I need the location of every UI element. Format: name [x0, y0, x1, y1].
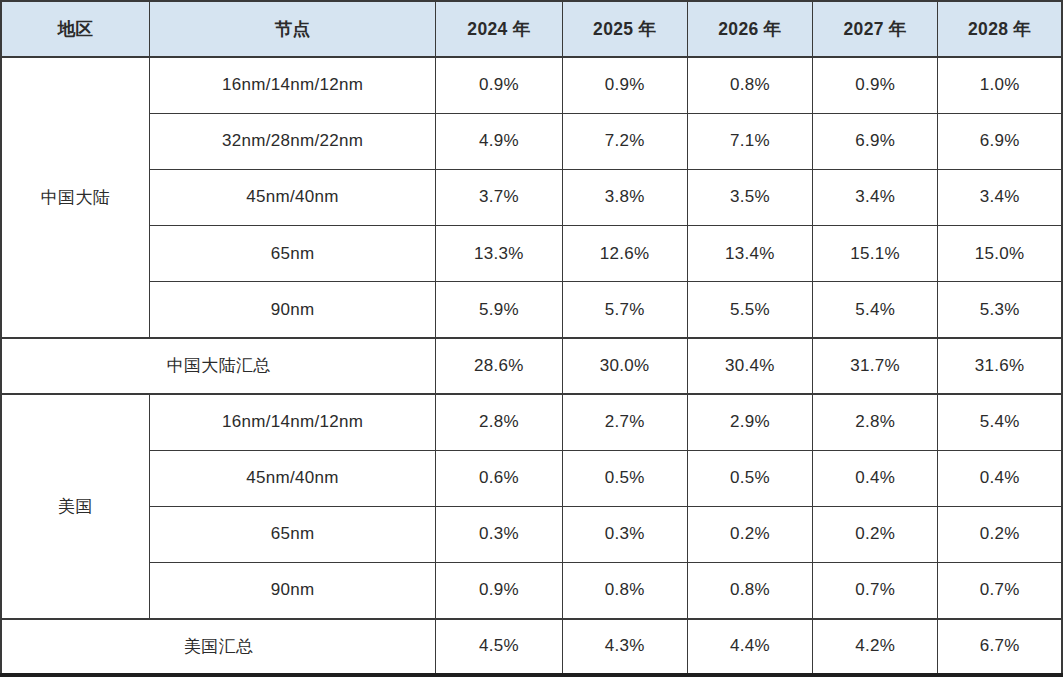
- total-value-cell: 4.3%: [562, 619, 687, 675]
- value-cell: 7.1%: [687, 113, 812, 169]
- node-cell: 16nm/14nm/12nm: [149, 394, 436, 450]
- value-cell: 0.9%: [436, 57, 562, 113]
- value-cell: 12.6%: [562, 226, 687, 282]
- value-cell: 0.5%: [687, 450, 812, 506]
- value-cell: 5.5%: [687, 282, 812, 338]
- node-cell: 45nm/40nm: [149, 450, 436, 506]
- value-cell: 0.7%: [938, 563, 1062, 619]
- total-value-cell: 4.5%: [436, 619, 562, 675]
- value-cell: 3.8%: [562, 169, 687, 225]
- total-value-cell: 4.2%: [813, 619, 938, 675]
- table-header: 地区 节点 2024 年 2025 年 2026 年 2027 年 2028 年: [1, 1, 1062, 57]
- value-cell: 4.9%: [436, 113, 562, 169]
- total-value-cell: 30.4%: [687, 338, 812, 394]
- total-value-cell: 30.0%: [562, 338, 687, 394]
- value-cell: 5.4%: [938, 394, 1062, 450]
- total-row-china-mainland: 中国大陆汇总 28.6% 30.0% 30.4% 31.7% 31.6%: [1, 338, 1062, 394]
- node-cell: 65nm: [149, 506, 436, 562]
- total-value-cell: 31.6%: [938, 338, 1062, 394]
- table-row: 65nm 0.3% 0.3% 0.2% 0.2% 0.2%: [1, 506, 1062, 562]
- table-body: 中国大陆 16nm/14nm/12nm 0.9% 0.9% 0.8% 0.9% …: [1, 57, 1062, 675]
- value-cell: 15.1%: [813, 226, 938, 282]
- table-row: 90nm 0.9% 0.8% 0.8% 0.7% 0.7%: [1, 563, 1062, 619]
- value-cell: 0.4%: [938, 450, 1062, 506]
- total-label-cell: 中国大陆汇总: [1, 338, 436, 394]
- value-cell: 0.3%: [436, 506, 562, 562]
- value-cell: 7.2%: [562, 113, 687, 169]
- node-cell: 32nm/28nm/22nm: [149, 113, 436, 169]
- value-cell: 0.8%: [562, 563, 687, 619]
- col-header-year-2025: 2025 年: [562, 1, 687, 57]
- col-header-node: 节点: [149, 1, 436, 57]
- value-cell: 2.7%: [562, 394, 687, 450]
- value-cell: 0.2%: [813, 506, 938, 562]
- node-cell: 45nm/40nm: [149, 169, 436, 225]
- value-cell: 0.8%: [687, 563, 812, 619]
- table-row: 中国大陆 16nm/14nm/12nm 0.9% 0.9% 0.8% 0.9% …: [1, 57, 1062, 113]
- col-header-region: 地区: [1, 1, 149, 57]
- region-cell-china-mainland: 中国大陆: [1, 57, 149, 338]
- total-label-cell: 美国汇总: [1, 619, 436, 675]
- node-cell: 65nm: [149, 226, 436, 282]
- value-cell: 0.2%: [938, 506, 1062, 562]
- col-header-year-2028: 2028 年: [938, 1, 1062, 57]
- table-row: 45nm/40nm 3.7% 3.8% 3.5% 3.4% 3.4%: [1, 169, 1062, 225]
- col-header-year-2024: 2024 年: [436, 1, 562, 57]
- value-cell: 6.9%: [813, 113, 938, 169]
- value-cell: 0.8%: [687, 57, 812, 113]
- table-row: 美国 16nm/14nm/12nm 2.8% 2.7% 2.9% 2.8% 5.…: [1, 394, 1062, 450]
- total-row-usa: 美国汇总 4.5% 4.3% 4.4% 4.2% 6.7%: [1, 619, 1062, 675]
- table-row: 65nm 13.3% 12.6% 13.4% 15.1% 15.0%: [1, 226, 1062, 282]
- node-market-share-table: 地区 节点 2024 年 2025 年 2026 年 2027 年 2028 年…: [0, 0, 1063, 677]
- table-row: 90nm 5.9% 5.7% 5.5% 5.4% 5.3%: [1, 282, 1062, 338]
- total-value-cell: 28.6%: [436, 338, 562, 394]
- col-header-year-2026: 2026 年: [687, 1, 812, 57]
- value-cell: 3.4%: [813, 169, 938, 225]
- col-header-year-2027: 2027 年: [813, 1, 938, 57]
- table-row: 32nm/28nm/22nm 4.9% 7.2% 7.1% 6.9% 6.9%: [1, 113, 1062, 169]
- value-cell: 2.8%: [436, 394, 562, 450]
- node-cell: 90nm: [149, 563, 436, 619]
- value-cell: 5.9%: [436, 282, 562, 338]
- value-cell: 13.3%: [436, 226, 562, 282]
- header-row: 地区 节点 2024 年 2025 年 2026 年 2027 年 2028 年: [1, 1, 1062, 57]
- value-cell: 13.4%: [687, 226, 812, 282]
- node-cell: 90nm: [149, 282, 436, 338]
- node-cell: 16nm/14nm/12nm: [149, 57, 436, 113]
- value-cell: 0.6%: [436, 450, 562, 506]
- region-cell-usa: 美国: [1, 394, 149, 619]
- value-cell: 0.7%: [813, 563, 938, 619]
- value-cell: 3.7%: [436, 169, 562, 225]
- value-cell: 0.5%: [562, 450, 687, 506]
- value-cell: 2.9%: [687, 394, 812, 450]
- total-value-cell: 6.7%: [938, 619, 1062, 675]
- value-cell: 15.0%: [938, 226, 1062, 282]
- value-cell: 3.5%: [687, 169, 812, 225]
- value-cell: 5.4%: [813, 282, 938, 338]
- value-cell: 5.3%: [938, 282, 1062, 338]
- total-value-cell: 31.7%: [813, 338, 938, 394]
- value-cell: 0.2%: [687, 506, 812, 562]
- total-value-cell: 4.4%: [687, 619, 812, 675]
- value-cell: 0.4%: [813, 450, 938, 506]
- value-cell: 5.7%: [562, 282, 687, 338]
- value-cell: 3.4%: [938, 169, 1062, 225]
- value-cell: 2.8%: [813, 394, 938, 450]
- table-row: 45nm/40nm 0.6% 0.5% 0.5% 0.4% 0.4%: [1, 450, 1062, 506]
- value-cell: 0.3%: [562, 506, 687, 562]
- value-cell: 0.9%: [813, 57, 938, 113]
- value-cell: 0.9%: [562, 57, 687, 113]
- value-cell: 6.9%: [938, 113, 1062, 169]
- value-cell: 1.0%: [938, 57, 1062, 113]
- value-cell: 0.9%: [436, 563, 562, 619]
